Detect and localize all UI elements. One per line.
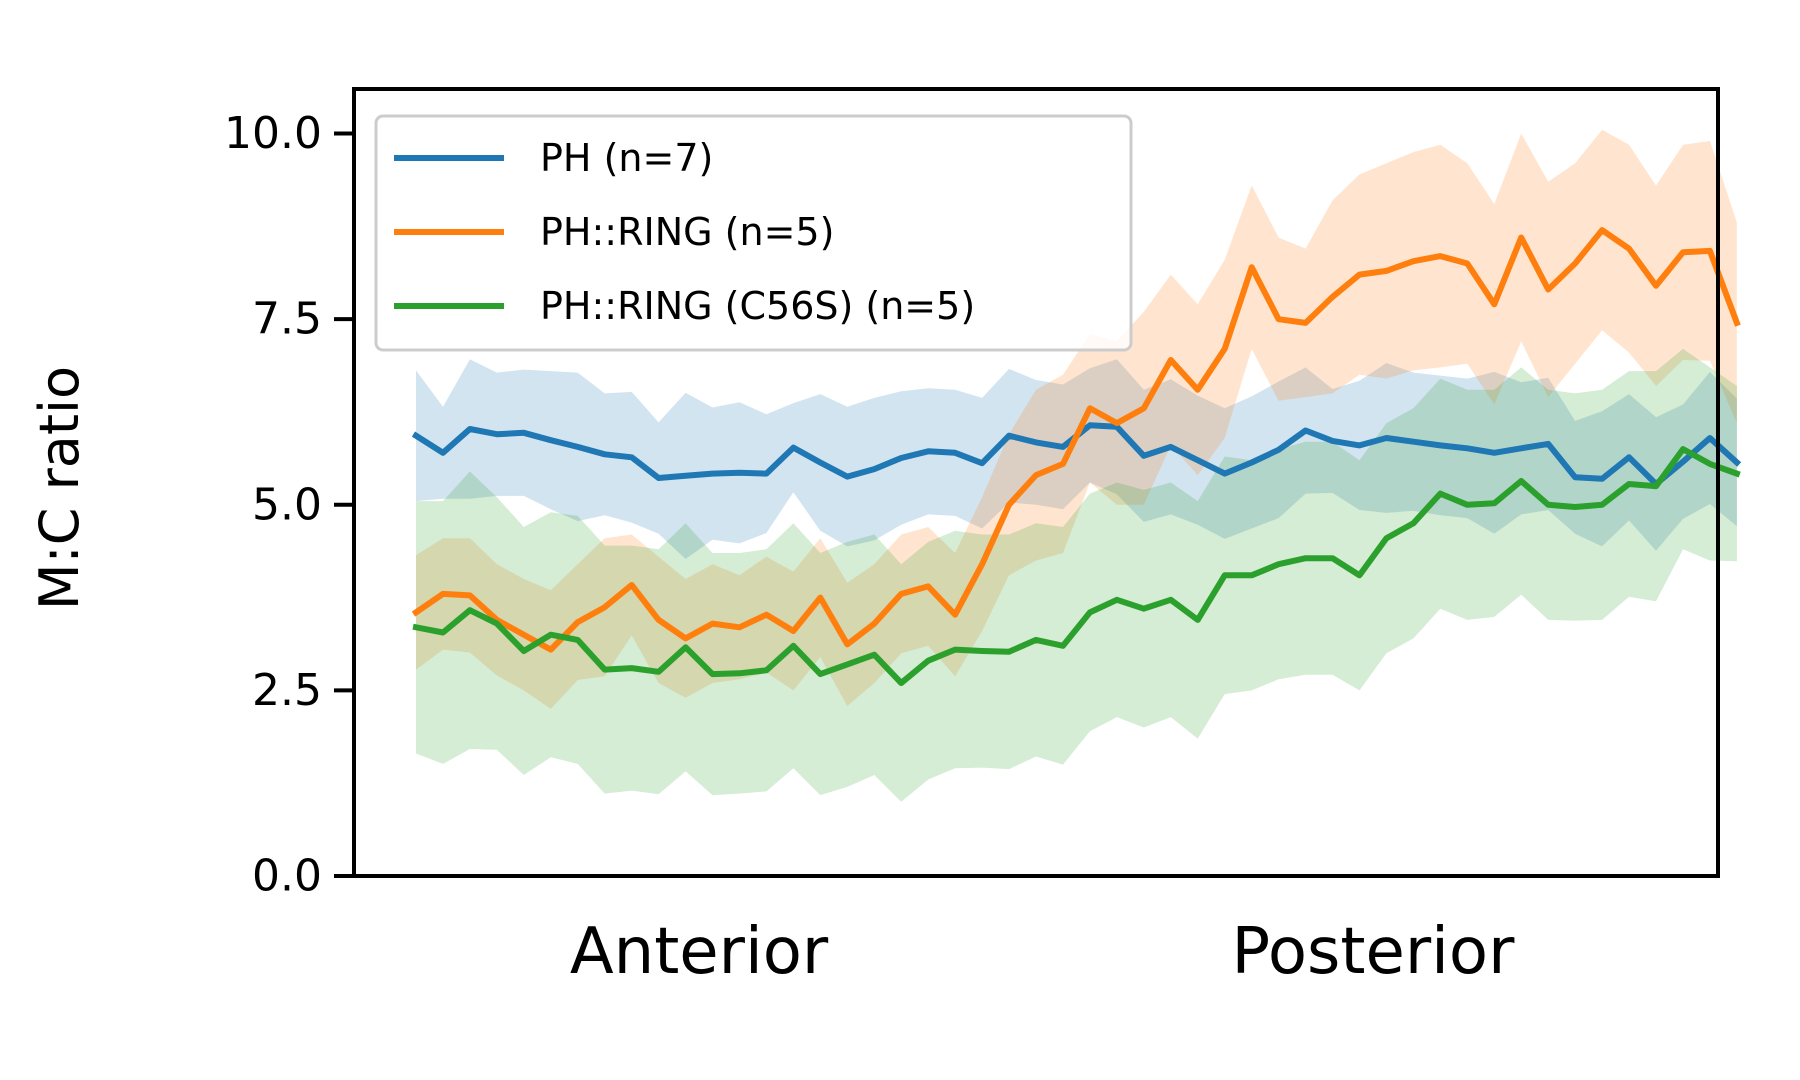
series-2-line [411,227,1741,653]
y-tick-label: 10.0 [224,108,322,159]
series-3-band [416,348,1737,802]
x-tick-label-anterior: Anterior [570,915,829,989]
y-tick-label: 5.0 [252,479,322,530]
axes: M:C ratio 0.0 2.5 5.0 7.5 10.0 Anterior Poster… [28,87,1720,989]
y-axis-label: M:C ratio [28,366,91,610]
confidence-bands [416,129,1737,802]
legend-box [374,114,1133,352]
y-tick-label: 0.0 [252,851,322,902]
y-tick-label: 7.5 [252,294,322,345]
legend-label-1: PH (n=7) [540,136,713,180]
series-2-band [416,129,1737,709]
plot-frame [352,87,1720,878]
series-1-band [416,359,1737,559]
legend: PH (n=7)PH::RING (n=5)PH::RING (C56S) (n… [374,114,1133,352]
y-tick-label: 2.5 [252,665,322,716]
legend-label-3: PH::RING (C56S) (n=5) [540,284,975,328]
x-tick-label-posterior: Posterior [1232,915,1516,989]
series-3-line [412,446,1741,686]
series-lines [411,227,1742,686]
legend-label-2: PH::RING (n=5) [540,210,834,254]
